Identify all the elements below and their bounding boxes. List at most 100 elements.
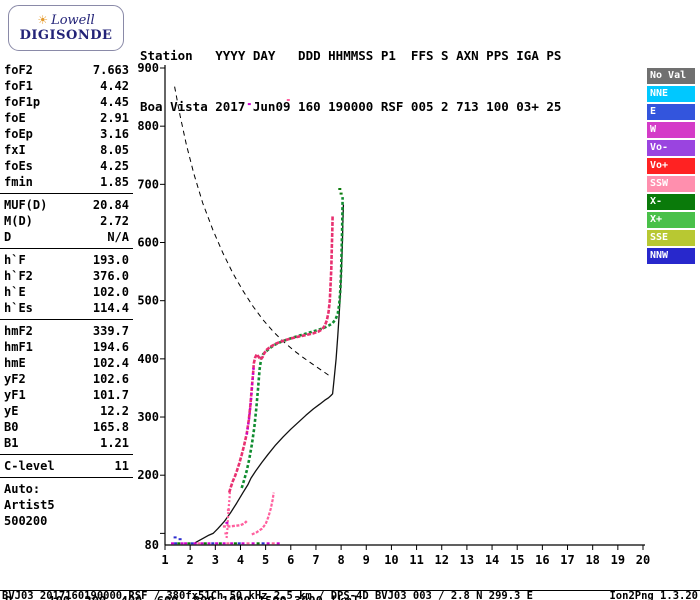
param-row-fof2: foF2 7.663 [0, 62, 133, 78]
legend-item-x-: X- [647, 194, 695, 210]
echo-dot [339, 192, 343, 195]
y-tick-label-500: 500 [137, 294, 159, 308]
param-row-mufd: MUF(D) 20.84 [0, 197, 133, 213]
series-ef-spread [225, 492, 231, 539]
param-row-yf1: yF1 101.7 [0, 387, 133, 403]
param-label: hmE [4, 356, 26, 370]
legend-item-nne: NNE [647, 86, 695, 102]
echo-dot [178, 538, 182, 541]
param-label: foEs [4, 159, 33, 173]
header-row-labels: Station YYYY DAY DDD HHMMSS P1 FFS S AXN… [140, 48, 562, 63]
sun-icon: ☀ [37, 13, 49, 27]
series-true-height-profile [194, 204, 345, 544]
y-tick-label-300: 300 [137, 410, 159, 424]
param-row-foes: foEs 4.25 [0, 158, 133, 174]
param-value: 339.7 [92, 324, 129, 338]
param-value: 4.25 [100, 159, 129, 173]
y-tick-label-600: 600 [137, 236, 159, 250]
param-label: foEp [4, 127, 33, 141]
x-tick-label-16: 16 [535, 553, 549, 567]
parameter-panel: foF2 7.663 foF1 4.42 foF1p 4.45 foE 2.91 foEp 3.1… [0, 62, 133, 529]
echo-dot [276, 542, 280, 545]
echo-dot [190, 542, 194, 545]
param-value: 194.6 [92, 340, 129, 354]
echo-dot [237, 542, 241, 545]
y-tick-label-80: 80 [145, 538, 159, 552]
echo-dot [230, 542, 234, 545]
x-tick-label-18: 18 [585, 553, 599, 567]
param-value: 376.0 [92, 269, 129, 283]
echo-dot [171, 542, 174, 545]
logo-digisonde-text: DIGISONDE [19, 28, 113, 43]
param-label: h`E [4, 285, 26, 299]
param-label: fmin [4, 175, 33, 189]
param-value: 12.2 [100, 404, 129, 418]
param-label: h`F [4, 253, 26, 267]
x-tick-label-12: 12 [435, 553, 449, 567]
echo-dot [211, 542, 215, 545]
param-row-auto: Auto: [0, 481, 133, 497]
echo-dot [226, 542, 230, 545]
x-tick-label-4: 4 [237, 553, 244, 567]
x-tick-label-7: 7 [312, 553, 319, 567]
legend-item-e: E [647, 104, 695, 120]
param-label: foF2 [4, 63, 33, 77]
status-version: Ion2Png 1.3.20 [609, 590, 698, 600]
param-row-hf: h`F 193.0 [0, 252, 133, 268]
param-label: h`Es [4, 301, 33, 315]
x-tick-label-13: 13 [460, 553, 474, 567]
status-bar: BVJ03_2017160190000.RSF / 380fx51Ch 50 k… [0, 590, 700, 600]
param-label: fxI [4, 143, 26, 157]
echo-dot [256, 542, 260, 545]
legend-item-x-: X+ [647, 212, 695, 228]
legend-item-vo-: Vo- [647, 140, 695, 156]
echo-dot [187, 542, 191, 545]
param-row-b1: B1 1.21 [0, 435, 133, 451]
echo-dot [251, 542, 255, 545]
param-value: 102.6 [92, 372, 129, 386]
echo-dot [222, 542, 226, 545]
param-value: 2.72 [100, 214, 129, 228]
param-row-b0: B0 165.8 [0, 419, 133, 435]
y-tick-label-900: 900 [137, 61, 159, 75]
echo-dot [180, 542, 184, 545]
param-value: 193.0 [92, 253, 129, 267]
echo-dot [197, 542, 201, 545]
param-value: 114.4 [92, 301, 129, 315]
param-row-md: M(D) 2.72 [0, 213, 133, 229]
echo-dot [247, 103, 251, 106]
param-label: foE [4, 111, 26, 125]
param-row-yf2: yF2 102.6 [0, 371, 133, 387]
legend-item-w: W [647, 122, 695, 138]
param-row-fof1p: foF1p 4.45 [0, 94, 133, 110]
param-row-foep: foEp 3.16 [0, 126, 133, 142]
y-tick-label-400: 400 [137, 352, 159, 366]
panel-separator [0, 248, 133, 249]
panel-separator [0, 454, 133, 455]
echo-dot [207, 542, 211, 545]
series-es-x-tail [251, 492, 275, 536]
param-label: yF2 [4, 372, 26, 386]
param-value: 1.21 [100, 436, 129, 450]
x-tick-label-8: 8 [337, 553, 344, 567]
param-value: 4.42 [100, 79, 129, 93]
echo-dot [226, 509, 230, 512]
param-label: yF1 [4, 388, 26, 402]
direction-legend: No Val NNE E W Vo- Vo+ SSW X- X+ SSE NNW [647, 68, 695, 266]
param-label: MUF(D) [4, 198, 48, 212]
echo-dot [203, 542, 207, 545]
echo-dot [193, 542, 197, 545]
echo-dot [225, 521, 229, 524]
param-label: B1 [4, 436, 19, 450]
x-tick-label-2: 2 [187, 553, 194, 567]
legend-item-sse: SSE [647, 230, 695, 246]
x-tick-label-1: 1 [161, 553, 168, 567]
echo-dot [266, 542, 270, 545]
series-x-mode-trace [240, 197, 344, 489]
param-value: 102.4 [92, 356, 129, 370]
x-tick-label-9: 9 [363, 553, 370, 567]
